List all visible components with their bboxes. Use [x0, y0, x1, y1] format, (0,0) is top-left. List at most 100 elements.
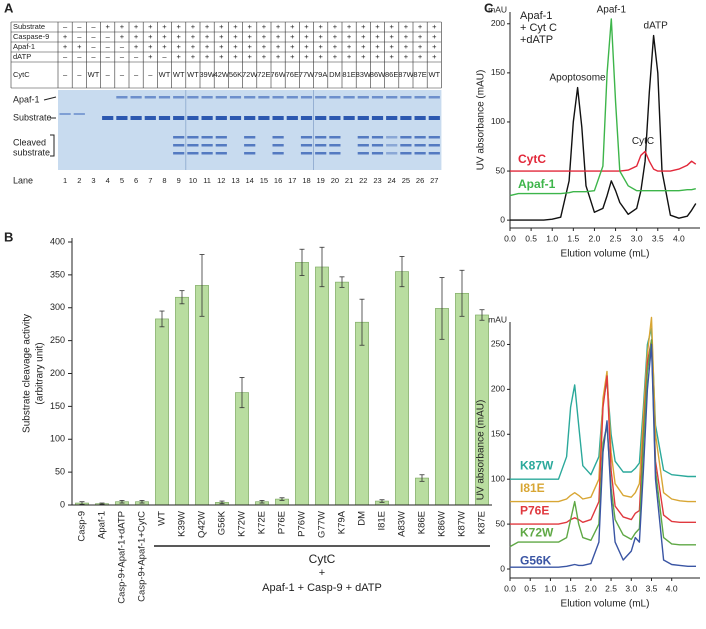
- cell: +: [134, 32, 139, 41]
- cell: –: [63, 22, 68, 31]
- band: [400, 152, 412, 155]
- x-tick-label: 1.5: [567, 233, 579, 243]
- error-bar: [479, 309, 485, 321]
- x-tick-label: P76W: [297, 511, 308, 537]
- y-tick-label: 100: [491, 473, 505, 483]
- group-label: CytC: [309, 552, 336, 566]
- band: [272, 152, 284, 155]
- lane-number: 18: [302, 176, 310, 185]
- y-tick-label: 150: [50, 401, 65, 411]
- y-tick-label: 200: [491, 384, 505, 394]
- band: [386, 96, 398, 99]
- cell: –: [63, 52, 68, 61]
- series-line: [510, 34, 697, 221]
- cell: –: [106, 70, 111, 79]
- band: [414, 144, 426, 147]
- y-tick-label: 400: [50, 236, 65, 246]
- band: [315, 152, 327, 155]
- band: [300, 96, 313, 99]
- band: [173, 144, 185, 147]
- x-tick-label: 1.0: [545, 583, 557, 593]
- legend-label: + Cyt C: [520, 22, 557, 34]
- cell: +: [361, 22, 366, 31]
- error-bar: [359, 298, 365, 346]
- cell: –: [63, 70, 68, 79]
- x-tick-label: 0.0: [504, 583, 516, 593]
- cell: –: [91, 42, 96, 51]
- cell: –: [77, 22, 82, 31]
- lane-number: 16: [274, 176, 282, 185]
- error-bar: [259, 499, 265, 504]
- cell: 87W: [398, 70, 414, 79]
- x-tick-label: 3.0: [625, 583, 637, 593]
- cell: +: [233, 22, 238, 31]
- cell: +: [432, 52, 437, 61]
- cell: +: [375, 42, 380, 51]
- error-bar: [139, 499, 145, 504]
- x-tick-label: P76E: [277, 511, 288, 534]
- band: [258, 96, 270, 99]
- band: [371, 152, 384, 155]
- band: [371, 96, 384, 99]
- group-label: +: [319, 567, 325, 579]
- band: [244, 136, 256, 139]
- band: [371, 136, 384, 139]
- x-tick-label: Casp-9+Apaf-1+dATP: [117, 511, 128, 604]
- cell: +: [304, 22, 309, 31]
- error-bar: [379, 499, 385, 503]
- cell: –: [91, 32, 96, 41]
- band: [244, 144, 256, 147]
- lane-number: 15: [260, 176, 268, 185]
- cell: +: [106, 22, 111, 31]
- band: [73, 113, 85, 115]
- x-tick-label: 1.5: [565, 583, 577, 593]
- pointer: [43, 96, 57, 101]
- band: [386, 116, 398, 120]
- legend-label: I81E: [520, 481, 545, 495]
- band: [272, 96, 284, 99]
- error-bar: [459, 269, 465, 317]
- row-label: Substrate: [13, 22, 45, 31]
- cell: –: [148, 70, 153, 79]
- lane-number: 1: [63, 176, 67, 185]
- lane-number: 19: [317, 176, 325, 185]
- cell: +: [333, 52, 338, 61]
- band: [102, 116, 114, 120]
- x-tick-label: 3.0: [631, 233, 643, 243]
- bar: [395, 271, 409, 506]
- lane-number: 9: [177, 176, 181, 185]
- cell: 56K: [229, 70, 242, 79]
- bar: [175, 296, 189, 506]
- cell: +: [333, 42, 338, 51]
- cell: +: [404, 22, 409, 31]
- error-bar: [239, 377, 245, 409]
- x-tick-label: 4.0: [666, 583, 678, 593]
- error-bar: [119, 499, 125, 504]
- band: [329, 116, 341, 120]
- x-tick-label: K72E: [257, 511, 268, 534]
- cell: +: [148, 52, 153, 61]
- cell: WT: [428, 70, 440, 79]
- x-tick-label: 2.0: [589, 233, 601, 243]
- cell: +: [205, 52, 210, 61]
- error-bar: [219, 500, 225, 505]
- cell: +: [418, 32, 423, 41]
- cell: +: [148, 32, 153, 41]
- cell: +: [63, 42, 68, 51]
- legend-label: +dATP: [520, 34, 553, 46]
- band: [414, 152, 426, 155]
- x-tick-label: Q42W: [197, 511, 208, 538]
- error-bar: [419, 474, 425, 482]
- band: [187, 144, 199, 147]
- band: [357, 136, 369, 139]
- cell: +: [404, 52, 409, 61]
- cell: +: [290, 22, 295, 31]
- cell: WT: [187, 70, 199, 79]
- band: [329, 136, 341, 139]
- band: [173, 136, 185, 139]
- row-label: dATP: [13, 52, 31, 61]
- cell: 39W: [199, 70, 215, 79]
- cell: 79A: [314, 70, 327, 79]
- cell: +: [290, 42, 295, 51]
- band: [357, 116, 369, 120]
